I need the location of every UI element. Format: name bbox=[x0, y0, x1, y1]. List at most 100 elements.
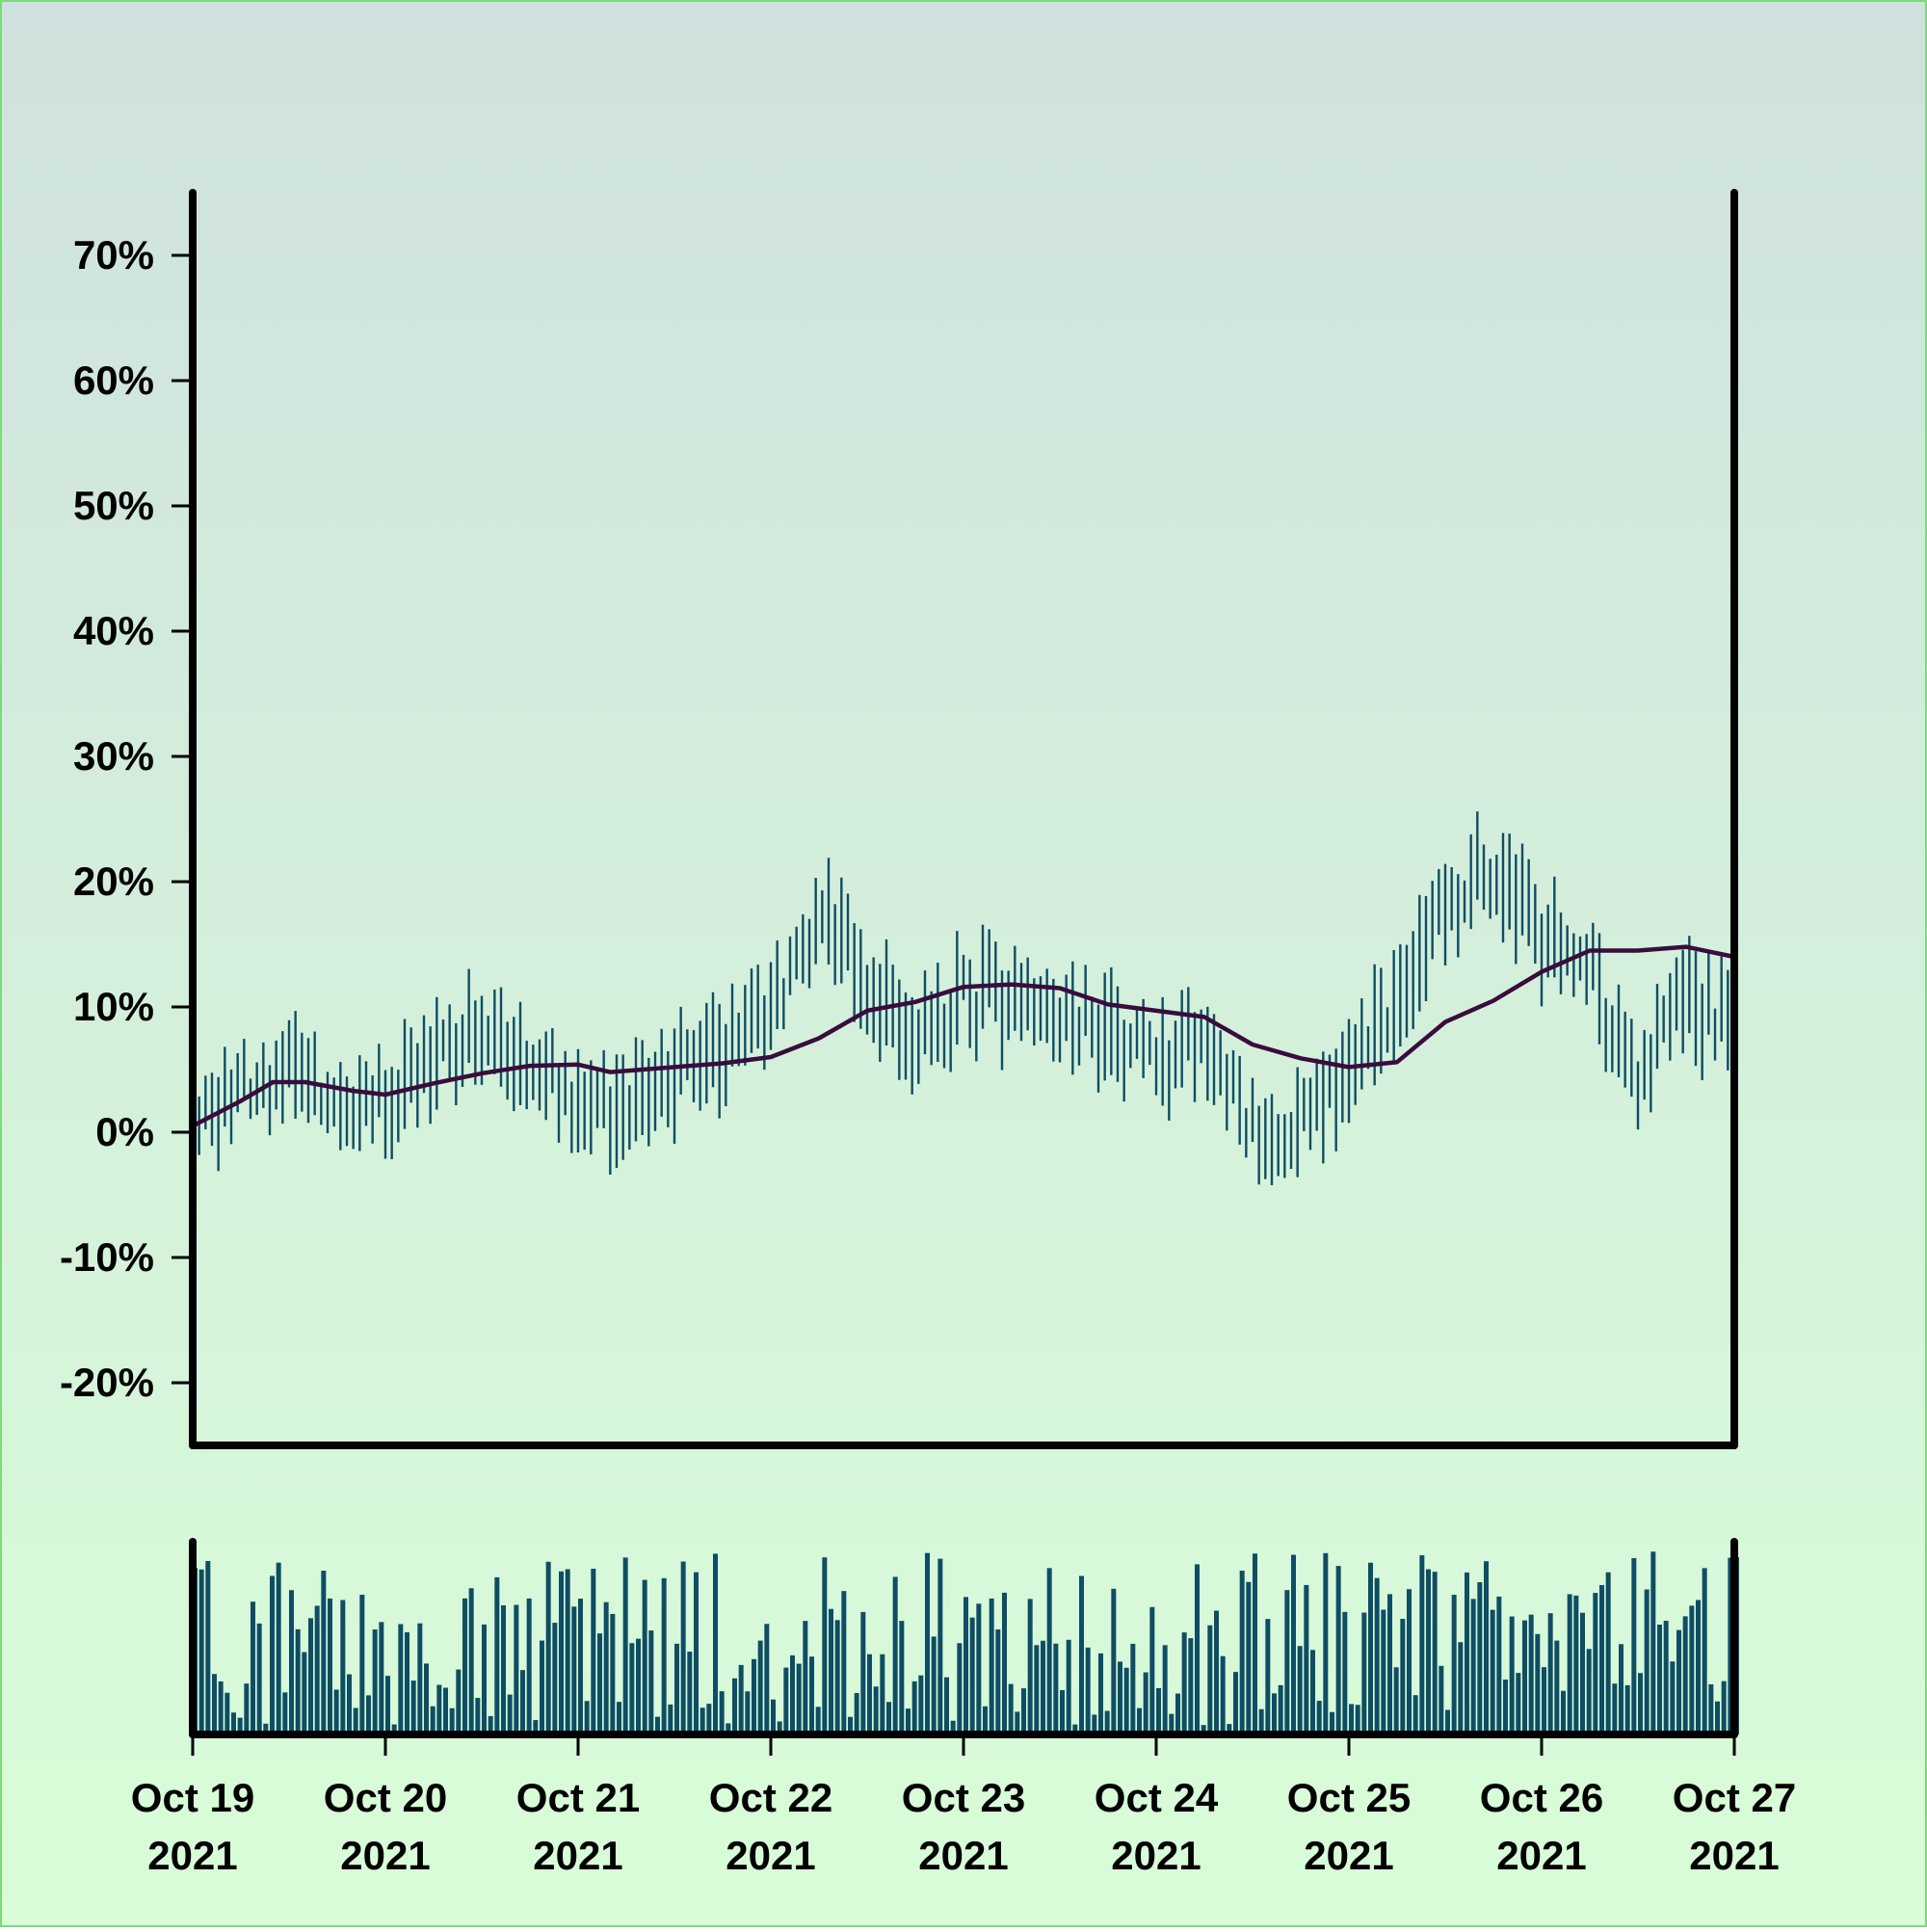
volume-bar bbox=[796, 1663, 802, 1734]
volume-bar bbox=[694, 1572, 699, 1734]
x-tick-label-year: 2021 bbox=[918, 1833, 1008, 1878]
volume-bar bbox=[1650, 1551, 1656, 1734]
volume-bar bbox=[1605, 1572, 1611, 1734]
volume-bar bbox=[391, 1724, 397, 1734]
volume-bar bbox=[1233, 1672, 1238, 1734]
volume-bar bbox=[610, 1613, 616, 1734]
volume-bar bbox=[1702, 1568, 1707, 1734]
volume-bar bbox=[1098, 1653, 1103, 1734]
volume-bar bbox=[1573, 1595, 1579, 1734]
volume-bar bbox=[1227, 1724, 1232, 1734]
volume-bar bbox=[1728, 1557, 1733, 1734]
y-tick-label: -20% bbox=[60, 1360, 154, 1405]
volume-bar bbox=[655, 1716, 660, 1734]
y-tick-label: 10% bbox=[73, 984, 154, 1029]
volume-bar bbox=[867, 1654, 872, 1734]
volume-bar bbox=[1676, 1629, 1681, 1734]
volume-bar bbox=[1118, 1661, 1122, 1734]
volume-bar bbox=[1670, 1661, 1676, 1734]
volume-bar bbox=[1715, 1701, 1720, 1734]
volume-bar bbox=[430, 1706, 436, 1734]
volume-bar bbox=[584, 1701, 590, 1734]
volume-bar bbox=[886, 1702, 891, 1734]
volume-bar bbox=[289, 1590, 294, 1734]
volume-bar bbox=[745, 1691, 751, 1734]
x-tick-label-date: Oct 22 bbox=[709, 1775, 832, 1820]
volume-bar bbox=[1432, 1572, 1438, 1734]
volume-bar bbox=[1412, 1695, 1418, 1734]
volume-bar bbox=[969, 1617, 975, 1734]
volume-bar bbox=[957, 1643, 963, 1734]
volume-bar bbox=[1137, 1707, 1142, 1734]
volume-bar bbox=[1368, 1562, 1373, 1734]
volume-bar bbox=[1130, 1643, 1136, 1734]
volume-bar bbox=[680, 1561, 686, 1734]
volume-bar bbox=[1079, 1575, 1084, 1734]
volume-bar bbox=[1439, 1665, 1444, 1734]
volume-bar bbox=[449, 1707, 455, 1734]
x-tick-label-year: 2021 bbox=[1304, 1833, 1393, 1878]
volume-bar bbox=[1246, 1581, 1252, 1734]
volume-bar bbox=[1195, 1564, 1200, 1734]
volume-bar bbox=[1400, 1619, 1406, 1734]
volume-bar bbox=[860, 1611, 866, 1734]
volume-bar bbox=[873, 1686, 879, 1734]
y-tick-label: 40% bbox=[73, 608, 154, 653]
volume-bar bbox=[848, 1716, 853, 1734]
volume-bar bbox=[494, 1576, 500, 1734]
volume-bar bbox=[443, 1687, 448, 1734]
volume-bar bbox=[270, 1575, 275, 1734]
volume-bar bbox=[353, 1707, 358, 1734]
x-tick-label-date: Oct 21 bbox=[516, 1775, 640, 1820]
volume-bar bbox=[1361, 1612, 1367, 1734]
volume-bars bbox=[193, 1551, 1739, 1734]
volume-bar bbox=[906, 1708, 911, 1734]
volume-bar bbox=[540, 1640, 544, 1734]
volume-bar bbox=[302, 1652, 307, 1734]
volume-bar bbox=[417, 1623, 423, 1734]
volume-bar bbox=[559, 1571, 564, 1734]
volume-bar bbox=[1316, 1701, 1322, 1734]
volume-bar bbox=[1188, 1638, 1194, 1734]
volume-bar bbox=[1323, 1552, 1329, 1734]
volume-bar bbox=[892, 1576, 898, 1734]
volume-bar bbox=[648, 1630, 654, 1734]
volume-bar bbox=[1046, 1568, 1052, 1734]
volume-bar bbox=[1599, 1585, 1604, 1734]
volume-bar bbox=[950, 1720, 956, 1734]
volume-bar bbox=[456, 1669, 462, 1734]
volume-bar bbox=[591, 1569, 596, 1734]
volume-bar bbox=[1477, 1581, 1483, 1734]
volume-bar bbox=[1696, 1600, 1701, 1734]
volume-bar bbox=[1034, 1645, 1040, 1734]
volume-bar bbox=[1407, 1589, 1412, 1734]
volume-bar bbox=[321, 1571, 327, 1734]
volume-bar bbox=[790, 1654, 795, 1734]
volume-bar bbox=[1470, 1599, 1476, 1734]
volume-bar bbox=[1535, 1633, 1541, 1734]
volume-bar bbox=[1451, 1595, 1457, 1734]
volume-bar bbox=[1593, 1593, 1598, 1734]
volume-bar bbox=[1258, 1708, 1264, 1734]
volume-bar bbox=[1721, 1681, 1727, 1734]
volume-bar bbox=[713, 1553, 718, 1734]
volume-bar bbox=[834, 1620, 840, 1734]
volume-bar bbox=[1586, 1649, 1592, 1734]
volume-bar bbox=[1554, 1640, 1560, 1734]
volume-bar bbox=[803, 1621, 808, 1734]
x-tick-label-year: 2021 bbox=[147, 1833, 237, 1878]
volume-bar bbox=[552, 1623, 558, 1734]
volume-bar bbox=[1644, 1589, 1650, 1734]
volume-bar bbox=[520, 1670, 525, 1734]
x-tick-label-year: 2021 bbox=[1689, 1833, 1779, 1878]
moving-average-line bbox=[191, 944, 1735, 1128]
volume-bar bbox=[989, 1598, 994, 1734]
volume-bar bbox=[1490, 1609, 1495, 1734]
volume-bar bbox=[738, 1664, 744, 1734]
x-tick-label-date: Oct 26 bbox=[1480, 1775, 1603, 1820]
volume-bar bbox=[1214, 1610, 1219, 1734]
ohlc-bars bbox=[191, 811, 1736, 1185]
